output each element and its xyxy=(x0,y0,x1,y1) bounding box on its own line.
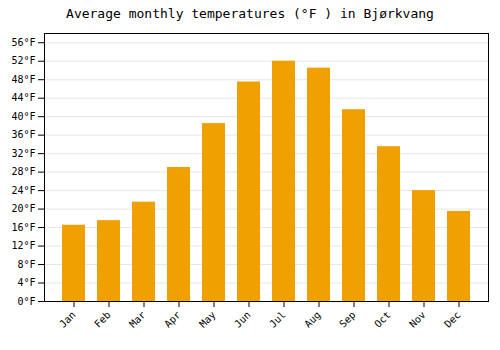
svg-text:12°F: 12°F xyxy=(11,240,35,251)
svg-text:8°F: 8°F xyxy=(17,259,35,270)
svg-text:44°F: 44°F xyxy=(11,92,35,103)
svg-text:Aug: Aug xyxy=(302,309,323,330)
svg-text:36°F: 36°F xyxy=(11,129,35,140)
svg-text:Jul: Jul xyxy=(267,309,288,330)
html-text:Average monthly temperatures (: Average monthly temperatures (°F ) in Bj… xyxy=(66,6,434,21)
svg-text:Apr: Apr xyxy=(162,309,183,330)
svg-text:Oct: Oct xyxy=(372,309,393,330)
svg-text:56°F: 56°F xyxy=(11,37,35,48)
svg-text:20°F: 20°F xyxy=(11,203,35,214)
svg-text:Jan: Jan xyxy=(57,309,78,330)
svg-text:Mar: Mar xyxy=(127,309,148,330)
svg-text:16°F: 16°F xyxy=(11,222,35,233)
svg-text:Nov: Nov xyxy=(407,309,428,330)
svg-text:May: May xyxy=(197,309,218,330)
svg-text:24°F: 24°F xyxy=(11,185,35,196)
svg-text:Feb: Feb xyxy=(92,309,113,330)
svg-text:32°F: 32°F xyxy=(11,148,35,159)
svg-text:Jun: Jun xyxy=(232,309,253,330)
svg-text:28°F: 28°F xyxy=(11,166,35,177)
svg-text:40°F: 40°F xyxy=(11,111,35,122)
svg-text:48°F: 48°F xyxy=(11,74,35,85)
svg-text:4°F: 4°F xyxy=(17,277,35,288)
svg-text:Dec: Dec xyxy=(442,309,463,330)
svg-text:0°F: 0°F xyxy=(17,296,35,307)
svg-text:52°F: 52°F xyxy=(11,55,35,66)
svg-text:Sep: Sep xyxy=(337,309,358,330)
